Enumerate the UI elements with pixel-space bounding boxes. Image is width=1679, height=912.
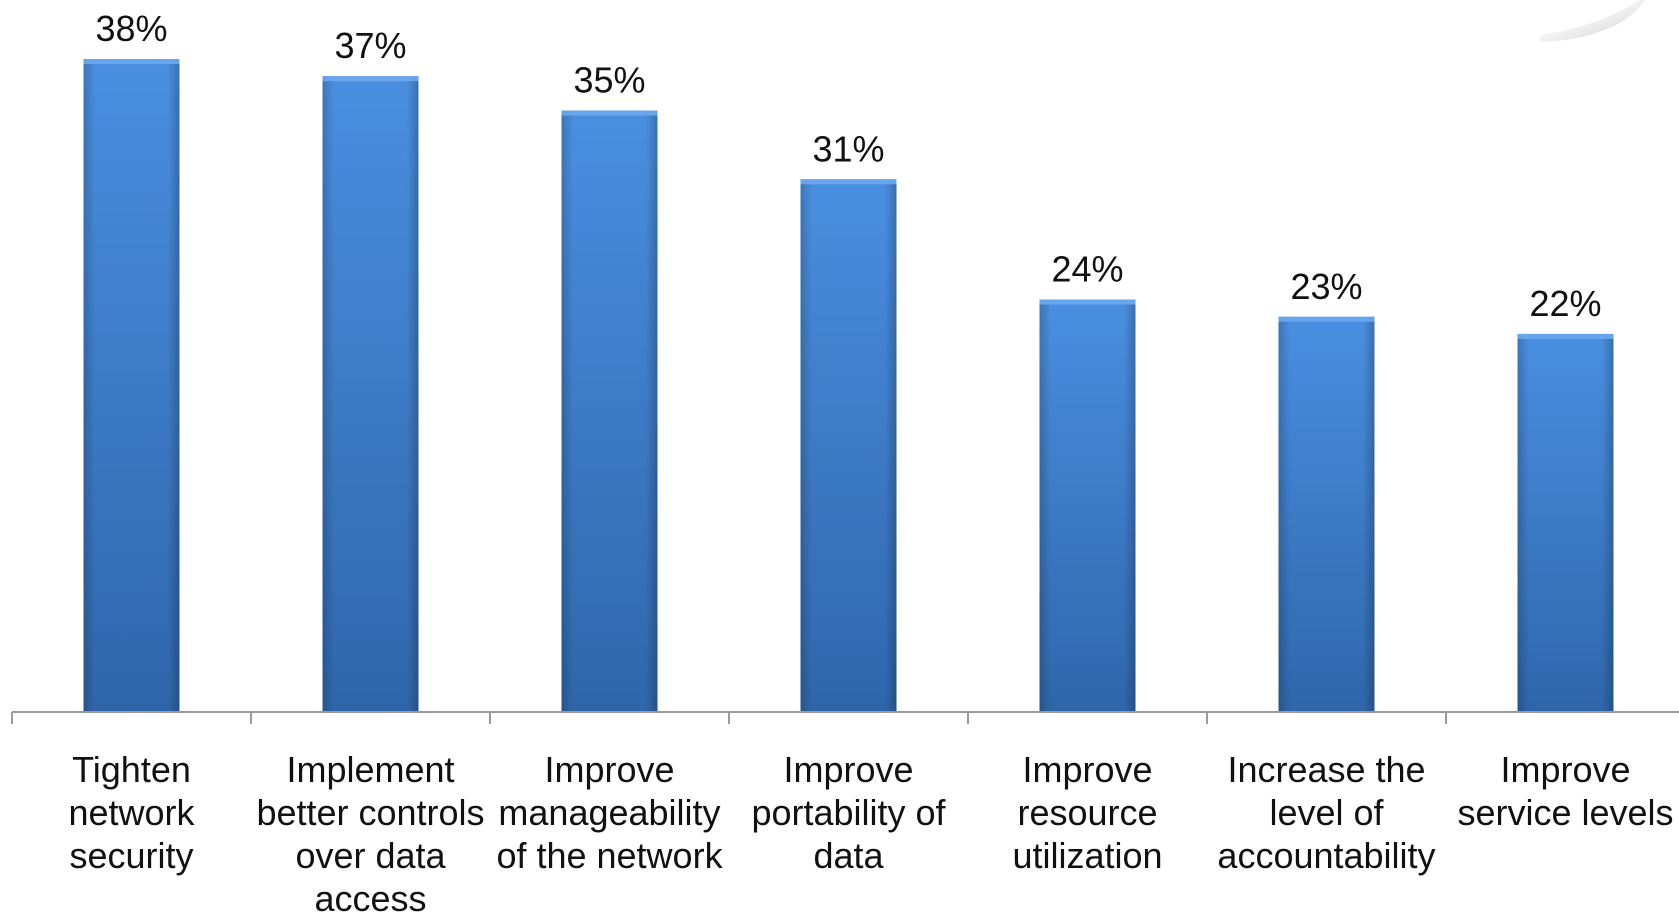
bar-top-highlight bbox=[83, 59, 180, 64]
category-label: Implement better controls over data access bbox=[256, 749, 484, 912]
category-label-line: accountability bbox=[1217, 835, 1435, 876]
category-label-line: Increase the bbox=[1227, 749, 1425, 790]
bar-top-highlight bbox=[1039, 299, 1136, 305]
category-label-line: data bbox=[813, 835, 884, 876]
data-label: 24% bbox=[1051, 249, 1123, 290]
category-label: Improve manageability of the network bbox=[496, 749, 723, 876]
category-label-line: Implement bbox=[286, 749, 454, 790]
category-label-line: resource bbox=[1017, 792, 1157, 833]
category-label-line: Improve bbox=[1022, 749, 1152, 790]
category-label-line: over data bbox=[295, 835, 446, 876]
data-label: 37% bbox=[334, 25, 406, 66]
bar-top-highlight bbox=[1278, 316, 1375, 322]
bar-shading bbox=[561, 110, 658, 713]
data-label: 35% bbox=[573, 60, 645, 101]
category-label-line: better controls bbox=[256, 792, 484, 833]
category-label-line: manageability bbox=[498, 792, 720, 833]
category-label-line: level of bbox=[1269, 792, 1384, 833]
category-label-line: service levels bbox=[1457, 792, 1673, 833]
corner-swoosh-decoration bbox=[1540, 0, 1645, 42]
data-label: 22% bbox=[1529, 283, 1601, 324]
category-label: Improve service levels bbox=[1457, 749, 1673, 833]
category-label-line: Improve bbox=[544, 749, 674, 790]
bar-shading bbox=[83, 59, 180, 712]
category-label-line: utilization bbox=[1012, 835, 1162, 876]
data-label: 31% bbox=[812, 128, 884, 169]
category-label-line: Tighten bbox=[72, 749, 191, 790]
bar-shading bbox=[322, 76, 419, 713]
data-label: 23% bbox=[1290, 266, 1362, 307]
category-label: Improve resource utilization bbox=[1012, 749, 1162, 876]
category-label: Increase the level of accountability bbox=[1217, 749, 1435, 876]
category-label: Tighten network security bbox=[68, 749, 195, 876]
data-label: 38% bbox=[95, 8, 167, 49]
category-label-line: security bbox=[69, 835, 193, 876]
category-label-line: of the network bbox=[496, 835, 723, 876]
bar-shading bbox=[1039, 299, 1136, 712]
bar-shading bbox=[1278, 316, 1375, 712]
category-label-line: access bbox=[314, 878, 426, 912]
bar-shading bbox=[1517, 333, 1614, 712]
category-label-line: Improve bbox=[783, 749, 913, 790]
category-label-line: Improve bbox=[1500, 749, 1630, 790]
category-label-line: portability of bbox=[751, 792, 946, 833]
category-label: Improve portability of data bbox=[751, 749, 946, 876]
bar-top-highlight bbox=[322, 76, 419, 82]
bar-top-highlight bbox=[800, 179, 897, 185]
bar-top-highlight bbox=[1517, 333, 1614, 339]
bar-top-highlight bbox=[561, 110, 658, 116]
bar-shading bbox=[800, 179, 897, 712]
category-label-line: network bbox=[68, 792, 195, 833]
